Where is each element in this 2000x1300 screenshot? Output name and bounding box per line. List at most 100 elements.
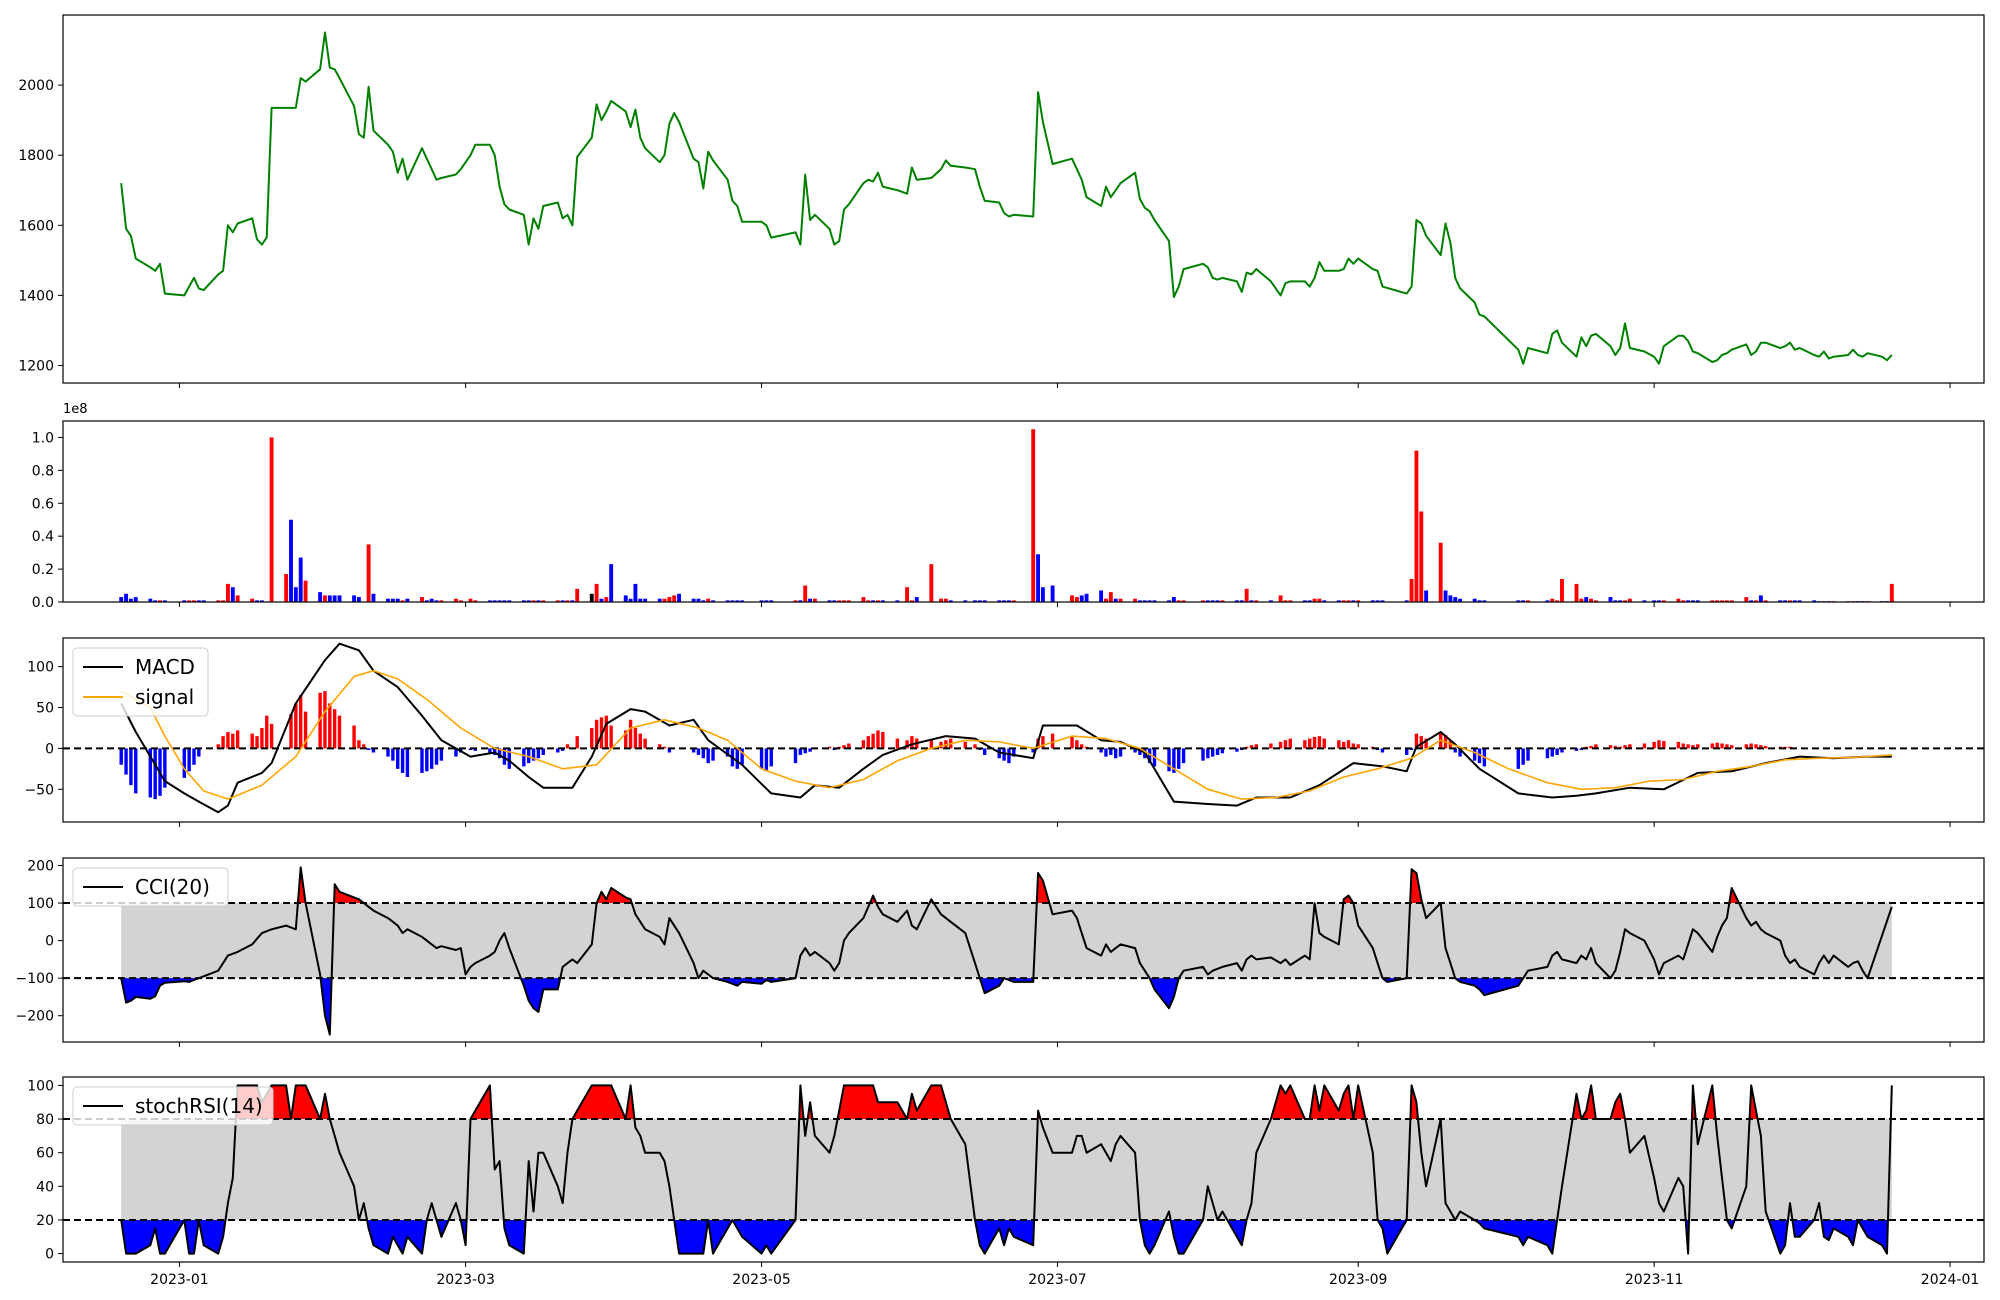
macd-histogram-bar	[526, 748, 531, 764]
price-plot-area	[120, 31, 1893, 365]
macd-histogram-bar	[328, 703, 332, 749]
macd-histogram-bar	[1715, 742, 1719, 749]
stochrsi-oversold-fill	[1768, 1219, 1789, 1254]
volume-bar	[434, 600, 439, 602]
volume-bar	[439, 600, 444, 602]
volume-bar	[672, 595, 677, 602]
x-tick-label: 2023-07	[1028, 1272, 1087, 1288]
volume-bar	[1288, 600, 1293, 602]
macd-histogram-bar	[910, 736, 914, 749]
macd-histogram-bar	[1356, 744, 1360, 749]
volume-bar	[909, 600, 914, 602]
macd-histogram-bar	[1031, 748, 1035, 753]
stochrsi-y-tick-label: 40	[36, 1179, 54, 1195]
volume-bar	[255, 600, 259, 602]
macd-histogram-bar	[638, 733, 642, 749]
macd-histogram-bar	[332, 709, 337, 749]
macd-histogram-bar	[226, 732, 230, 749]
stochrsi-oversold-fill	[1474, 1219, 1558, 1254]
volume-bar	[1792, 600, 1797, 602]
volume-bar	[468, 598, 473, 602]
volume-bar	[230, 587, 235, 602]
volume-bar	[1550, 598, 1555, 602]
volume-bar	[706, 598, 711, 602]
macd-histogram-bar	[1560, 748, 1564, 753]
volume-bar	[187, 600, 192, 602]
volume-bar	[1205, 600, 1210, 602]
macd-histogram-bar	[235, 730, 240, 749]
volume-bar	[1676, 598, 1681, 602]
volume-bar	[1758, 595, 1763, 602]
macd-histogram-bar	[1172, 748, 1176, 773]
stochrsi-y-tick-label: 60	[36, 1146, 54, 1162]
volume-bar	[691, 598, 696, 602]
x-tick-label: 2024-01	[1921, 1272, 1980, 1288]
macd-histogram-bar	[973, 744, 977, 749]
volume-bar	[842, 600, 846, 602]
volume-bar	[487, 600, 492, 602]
stochrsi-legend-label: stochRSI(14)	[135, 1094, 263, 1118]
volume-bar	[769, 600, 774, 602]
volume-bar	[1710, 600, 1715, 602]
macd-histogram-bar	[1133, 748, 1137, 753]
macd-histogram-bar	[1303, 740, 1307, 749]
volume-bar	[1652, 600, 1657, 602]
volume-bar	[1307, 600, 1312, 602]
volume-bar	[696, 598, 701, 602]
cci-oversold-fill	[121, 978, 199, 1003]
macd-histogram-bar	[1220, 748, 1225, 754]
macd-histogram-bar	[769, 748, 773, 767]
volume-bar	[1137, 600, 1142, 602]
macd-histogram-bar	[643, 738, 647, 749]
volume-scale-label: 1e8	[63, 402, 88, 417]
macd-histogram-bar	[696, 748, 701, 755]
volume-bar	[1283, 600, 1288, 602]
volume-bar	[1608, 597, 1613, 602]
volume-bar	[861, 597, 866, 602]
volume-bar	[1152, 600, 1157, 602]
macd-histogram-bar	[1754, 744, 1758, 749]
volume-bar	[1642, 600, 1647, 602]
volume-bar	[1763, 600, 1768, 602]
volume-bar	[507, 600, 512, 602]
macd-histogram-bar	[1099, 748, 1103, 753]
macd-histogram-bar	[1138, 748, 1142, 755]
macd-panel: −50 0 50 100 MACD signal	[24, 637, 1985, 827]
macd-histogram-bar	[624, 730, 628, 749]
macd-histogram-bar	[691, 748, 696, 753]
macd-histogram-bar	[299, 695, 303, 749]
volume-bar	[269, 437, 274, 602]
stochrsi-oversold-fill	[674, 1219, 709, 1254]
macd-histogram-bar	[148, 748, 153, 798]
macd-histogram-bar	[628, 719, 633, 749]
volume-bar	[536, 600, 541, 602]
volume-bar	[1419, 511, 1424, 602]
volume-bar	[1302, 600, 1307, 602]
volume-bar	[1113, 598, 1118, 602]
volume-bar	[1443, 590, 1448, 602]
volume-bar	[1438, 542, 1443, 602]
volume-bar	[1404, 600, 1409, 602]
volume-bar	[192, 600, 196, 602]
macd-histogram-bar	[1147, 748, 1152, 764]
macd-histogram-bar	[124, 748, 128, 775]
volume-bar	[429, 598, 434, 602]
volume-bar	[725, 600, 730, 602]
stochrsi-y-tick-label: 20	[36, 1213, 54, 1229]
volume-bar	[1778, 600, 1783, 602]
macd-histogram-bar	[847, 743, 851, 749]
macd-histogram-bar	[1686, 744, 1690, 749]
macd-histogram-bar	[1759, 745, 1763, 749]
volume-bar	[1346, 600, 1351, 602]
volume-bar	[1681, 600, 1686, 602]
macd-histogram-bar	[454, 748, 458, 757]
x-tick-label: 2023-03	[436, 1272, 495, 1288]
macd-series-line	[120, 669, 1892, 800]
volume-bar	[124, 593, 129, 602]
volume-bar	[1555, 600, 1560, 602]
macd-histogram-bar	[400, 748, 405, 773]
volume-bar	[1724, 600, 1729, 602]
volume-bar	[289, 519, 293, 602]
macd-histogram-bar	[1662, 741, 1666, 749]
stochrsi-overbought-fill	[1270, 1085, 1305, 1120]
